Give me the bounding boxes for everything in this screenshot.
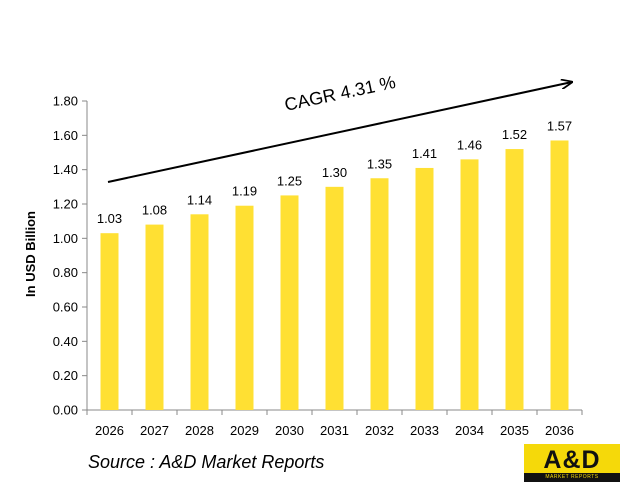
- y-tick-label: 0.40: [53, 334, 78, 349]
- data-label-2031: 1.30: [322, 165, 347, 180]
- data-label-2028: 1.14: [187, 192, 212, 207]
- x-tick-label-2028: 2028: [185, 423, 214, 438]
- y-tick-label: 0.20: [53, 368, 78, 383]
- data-label-2026: 1.03: [97, 211, 122, 226]
- bar-2029: [235, 205, 254, 410]
- y-axis-title: In USD Billion: [23, 211, 38, 297]
- x-tick-label-2033: 2033: [410, 423, 439, 438]
- cagr-annotation: CAGR 4.31 %: [283, 72, 398, 115]
- x-tick-label-2029: 2029: [230, 423, 259, 438]
- bar-2033: [415, 167, 434, 410]
- bar-2034: [460, 159, 479, 410]
- x-tick-label-2035: 2035: [500, 423, 529, 438]
- data-label-2036: 1.57: [547, 118, 572, 133]
- bar-2036: [550, 140, 569, 410]
- logo-text: A&D: [543, 446, 601, 474]
- bar-2030: [280, 195, 299, 410]
- chart-axes: 0.00 0.20 0.40 0.60 0.80 1.00 1.20 1.40 1.60 1.80…: [53, 94, 583, 438]
- y-tick-label: 1.20: [53, 197, 78, 212]
- cagr-trend-arrow: [107, 82, 572, 183]
- data-label-2034: 1.46: [457, 137, 482, 152]
- y-tick-label: 1.60: [53, 128, 78, 143]
- x-tick-label-2027: 2027: [140, 423, 169, 438]
- y-tick-label: 1.40: [53, 162, 78, 177]
- chart-bars: 1.03 1.08 1.14 1.19 1.25 1.30 1.35 1.41 1.46 1.52…: [97, 118, 572, 411]
- y-tick-label: 0.00: [53, 403, 78, 418]
- x-tick-label-2026: 2026: [95, 423, 124, 438]
- data-label-2030: 1.25: [277, 173, 302, 188]
- x-tick-label-2034: 2034: [455, 423, 484, 438]
- y-tick-label: 0.60: [53, 300, 78, 315]
- bar-2026: [100, 233, 119, 410]
- bar-2027: [145, 224, 164, 410]
- data-label-2035: 1.52: [502, 127, 527, 142]
- bar-2035: [505, 149, 524, 411]
- y-tick-label: 1.00: [53, 231, 78, 246]
- logo-subtext: MARKET REPORTS: [524, 473, 620, 482]
- source-caption: Source : A&D Market Reports: [88, 452, 325, 472]
- data-label-2029: 1.19: [232, 184, 257, 199]
- bar-2028: [190, 214, 209, 410]
- data-label-2027: 1.08: [142, 203, 167, 218]
- y-tick-label: 0.80: [53, 265, 78, 280]
- x-tick-label-2030: 2030: [275, 423, 304, 438]
- bar-2031: [325, 186, 344, 410]
- bar-2032: [370, 178, 389, 410]
- x-tick-label-2036: 2036: [545, 423, 574, 438]
- brand-logo: A&D MARKET REPORTS: [524, 444, 620, 482]
- data-label-2032: 1.35: [367, 156, 392, 171]
- x-tick-label-2031: 2031: [320, 423, 349, 438]
- data-label-2033: 1.41: [412, 146, 437, 161]
- y-tick-label: 1.80: [53, 94, 78, 109]
- x-tick-label-2032: 2032: [365, 423, 394, 438]
